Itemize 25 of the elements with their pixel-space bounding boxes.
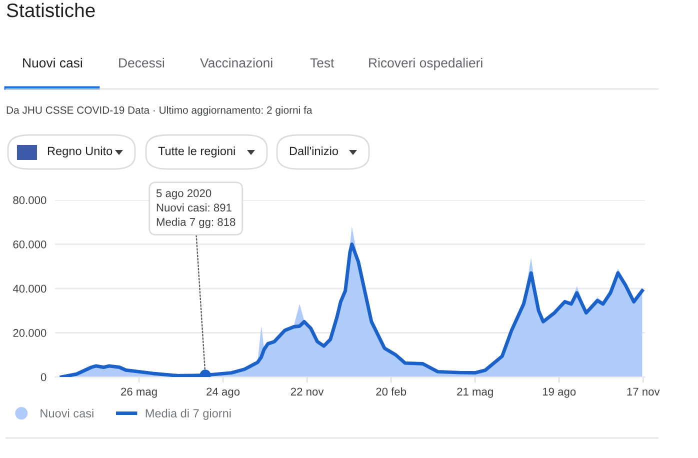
y-tick-label: 40.000 (12, 284, 46, 293)
chart-title: Statistiche (6, 2, 95, 18)
text: Vaccinazioni (200, 58, 272, 68)
text: Regno Unito (48, 146, 112, 158)
legend-label: Media di 7 giorni (146, 408, 231, 420)
y-tick-label: 60.000 (13, 240, 46, 248)
text: Tutte le regioni (158, 146, 235, 158)
text: Dall'inizio (290, 146, 338, 156)
x-tick-label: 21 mag (457, 388, 493, 398)
x-tick-label: 26 mag (121, 388, 157, 398)
text: Decessi (119, 58, 164, 68)
y-tick-label: 20.000 (13, 329, 46, 337)
x-tick-label: 24 ago (206, 388, 240, 398)
text: Test (310, 58, 334, 68)
text: Ricoveri ospedalieri (369, 58, 482, 70)
legend-label: Nuovi casi (40, 408, 94, 418)
y-tick-label: 0 (40, 373, 46, 382)
text: Da JHU CSSE COVID-19 Data · Ultimo aggiornamento: 2 giorni fa (6, 106, 312, 116)
text: Nuovi casi (23, 58, 82, 68)
x-tick-label: 20 feb (376, 387, 406, 396)
y-tick-label: 80.000 (13, 196, 46, 204)
x-tick-label: 19 ago (542, 388, 576, 398)
annotation: 5 ago 2020 Nuovi casi: 891 Media 7 gg: 818 (156, 189, 236, 228)
x-tick-label: 17 nov (627, 388, 660, 396)
x-tick-label: 22 nov (290, 388, 324, 396)
